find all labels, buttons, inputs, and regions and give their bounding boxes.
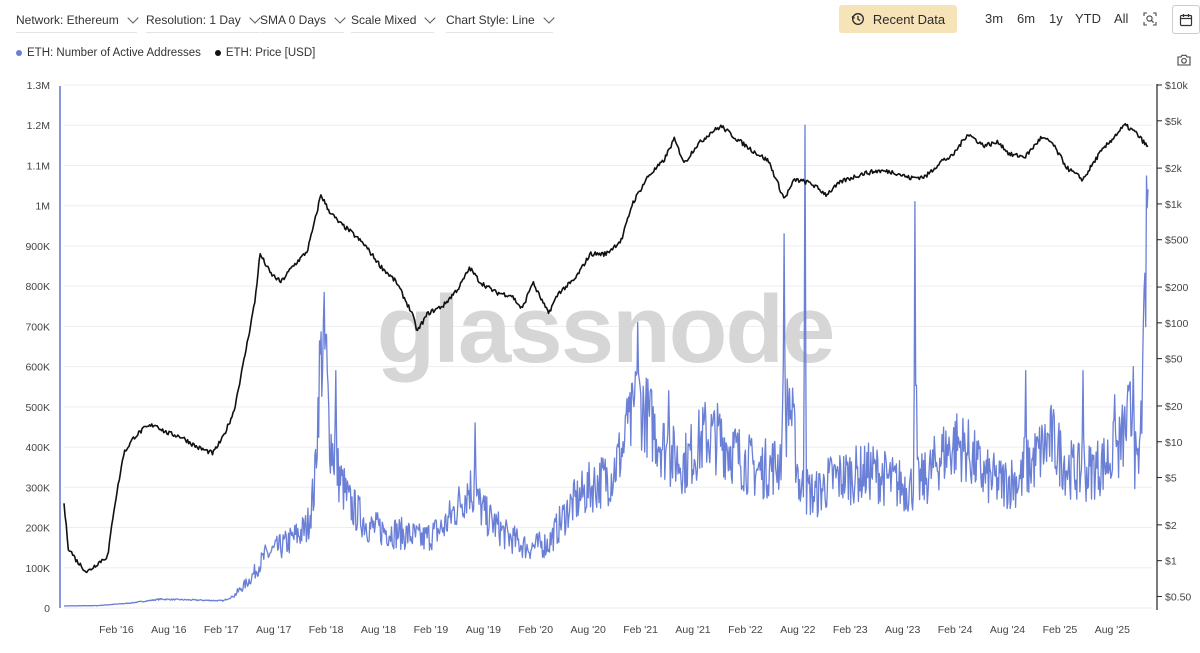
x-tick-label: Feb '22 [728,624,763,636]
network-label: Network: Ethereum [16,13,119,27]
x-tick-label: Feb '19 [414,624,449,636]
left-tick-label: 1.2M [27,120,50,132]
camera-icon[interactable] [1174,52,1194,68]
resolution-label: Resolution: 1 Day [146,13,241,27]
range-ytd[interactable]: YTD [1075,11,1101,26]
network-dropdown[interactable]: Network: Ethereum [16,10,139,33]
right-tick-label: $20 [1165,401,1183,413]
price-line [63,122,1149,574]
right-tick-label: $2k [1165,163,1183,175]
left-tick-label: 700K [25,321,50,333]
left-tick-label: 500K [25,402,50,414]
scale-dropdown[interactable]: Scale Mixed [351,10,437,33]
right-axis: $0.50 $1 $2 $5 $10 $20 $50 $100 $200 $500 $1k $2k $5… [1157,80,1191,603]
left-tick-label: 200K [25,523,50,535]
x-tick-label: Aug '16 [151,624,186,636]
x-tick-label: Feb '18 [309,624,344,636]
legend: ETH: Number of Active Addresses ETH: Pri… [16,47,315,59]
x-tick-label: Aug '19 [466,624,501,636]
right-tick-label: $10 [1165,437,1183,449]
sma-dropdown[interactable]: SMA 0 Days [260,10,346,33]
legend-label: ETH: Price [USD] [225,47,316,59]
toolbar: Network: Ethereum Resolution: 1 Day SMA … [0,0,1200,66]
right-tick-label: $5 [1165,473,1177,485]
scale-label: Scale Mixed [351,13,417,27]
x-tick-label: Aug '24 [990,624,1025,636]
range-3m[interactable]: 3m [985,11,1004,26]
right-tick-label: $200 [1165,282,1189,294]
right-tick-label: $5k [1165,116,1183,128]
x-tick-label: Feb '16 [99,624,134,636]
x-tick-label: Aug '18 [361,624,396,636]
x-tick-label: Feb '25 [1043,624,1078,636]
right-tick-label: $1k [1165,199,1183,211]
right-tick-label: $2 [1165,520,1177,532]
x-tick-label: Feb '23 [833,624,868,636]
left-tick-label: 1.3M [27,80,50,92]
legend-item-active-addresses[interactable]: ETH: Number of Active Addresses [16,47,201,59]
resolution-dropdown[interactable]: Resolution: 1 Day [146,10,261,33]
recent-data-button[interactable]: Recent Data [839,5,957,33]
x-tick-label: Aug '22 [780,624,815,636]
x-tick-label: Feb '24 [938,624,973,636]
watermark: glassnode [377,276,834,383]
left-tick-label: 600K [25,362,50,374]
legend-dot [214,50,221,56]
left-tick-label: 900K [25,241,50,253]
x-axis: Feb '16 Aug '16 Feb '17 Aug '17 Feb '18 Aug '… [99,624,1130,636]
legend-item-price[interactable]: ETH: Price [USD] [214,47,316,59]
left-tick-label: 400K [25,442,50,454]
chart-style-label: Chart Style: Line [446,13,535,27]
range-1y[interactable]: 1y [1049,11,1063,26]
left-tick-label: 0 [44,603,50,615]
zoom-reset-icon[interactable] [1140,10,1160,28]
recent-data-label: Recent Data [872,11,946,27]
legend-label: ETH: Number of Active Addresses [27,47,201,59]
x-tick-label: Aug '25 [1095,624,1130,636]
x-tick-label: Aug '17 [256,624,291,636]
legend-dot [16,50,22,56]
left-tick-label: 1M [35,201,50,213]
right-tick-label: $500 [1165,235,1189,247]
right-tick-label: $10k [1165,80,1189,92]
series-active-addresses [63,124,1149,607]
series-price [63,122,1149,574]
left-axis: 0 100K 200K 300K 400K 500K 600K 700K 800K 900K 1M 1… [25,80,50,615]
left-tick-label: 100K [25,563,50,575]
left-tick-label: 1.1M [27,160,50,172]
right-tick-label: $1 [1165,556,1177,568]
range-all[interactable]: All [1114,11,1129,26]
right-tick-label: $50 [1165,354,1183,366]
gridlines [64,84,1152,609]
history-icon [851,13,864,25]
right-tick-label: $100 [1165,318,1189,330]
left-tick-label: 800K [25,281,50,293]
x-tick-label: Feb '21 [623,624,658,636]
x-tick-label: Feb '17 [204,624,239,636]
x-tick-label: Aug '21 [675,624,710,636]
active-addresses-line [63,124,1149,607]
x-tick-label: Aug '20 [571,624,606,636]
x-tick-label: Aug '23 [885,624,920,636]
sma-label: SMA 0 Days [260,13,327,27]
right-tick-label: $0.50 [1165,591,1191,603]
chart-style-dropdown[interactable]: Chart Style: Line [446,10,555,33]
left-tick-label: 300K [25,482,50,494]
range-6m[interactable]: 6m [1017,11,1036,26]
x-tick-label: Feb '20 [518,624,553,636]
